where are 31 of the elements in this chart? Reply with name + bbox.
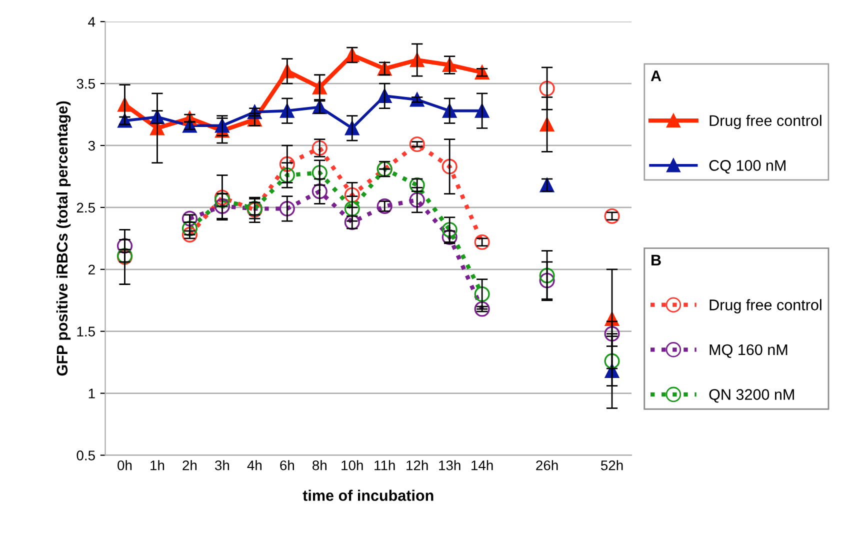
y-tick-label: 2.5 xyxy=(76,202,95,213)
x-tick-label: 52h xyxy=(600,460,623,470)
text: A xyxy=(650,70,662,82)
y-tick-label: 3 xyxy=(88,140,95,151)
y-axis-title: GFP positive iRBCs (total percentage) xyxy=(56,101,71,376)
x-tick-label: 26h xyxy=(536,460,558,470)
x-tick-label: 4h xyxy=(247,460,262,470)
y-tick-label: 1 xyxy=(88,388,95,398)
legend-label: Drug free control xyxy=(710,114,822,130)
x-axis-title: time of incubation xyxy=(302,490,434,501)
x-tick-label: 2h xyxy=(182,460,197,470)
x-tick-label: 0h xyxy=(118,460,132,470)
x-tick-label: 11h xyxy=(374,460,395,470)
y-tick-label: 3.5 xyxy=(76,78,95,89)
y-tick-label: 2 xyxy=(88,264,95,274)
x-tick-label: 8h xyxy=(312,460,326,470)
legend-label: QN 3200 nM xyxy=(709,389,794,403)
x-tick-label: 3h xyxy=(215,460,230,470)
x-tick-label: 13h xyxy=(439,460,460,470)
legend-label: CQ 100 nM xyxy=(709,160,786,174)
y-tick-label: 1.5 xyxy=(77,326,95,336)
x-tick-label: 6h xyxy=(280,460,294,470)
legend-label: MQ 160 nM xyxy=(710,344,788,358)
x-tick-label: 14h xyxy=(472,460,493,470)
x-tick-label: 1h xyxy=(150,460,164,470)
y-tick-label: 4 xyxy=(88,17,96,27)
y-tick-label: 0.5 xyxy=(76,450,95,460)
legend-label: Drug free control xyxy=(710,299,822,314)
text: B xyxy=(652,254,661,266)
x-tick-label: 12h xyxy=(406,460,428,470)
x-tick-label: 10h xyxy=(342,460,363,470)
